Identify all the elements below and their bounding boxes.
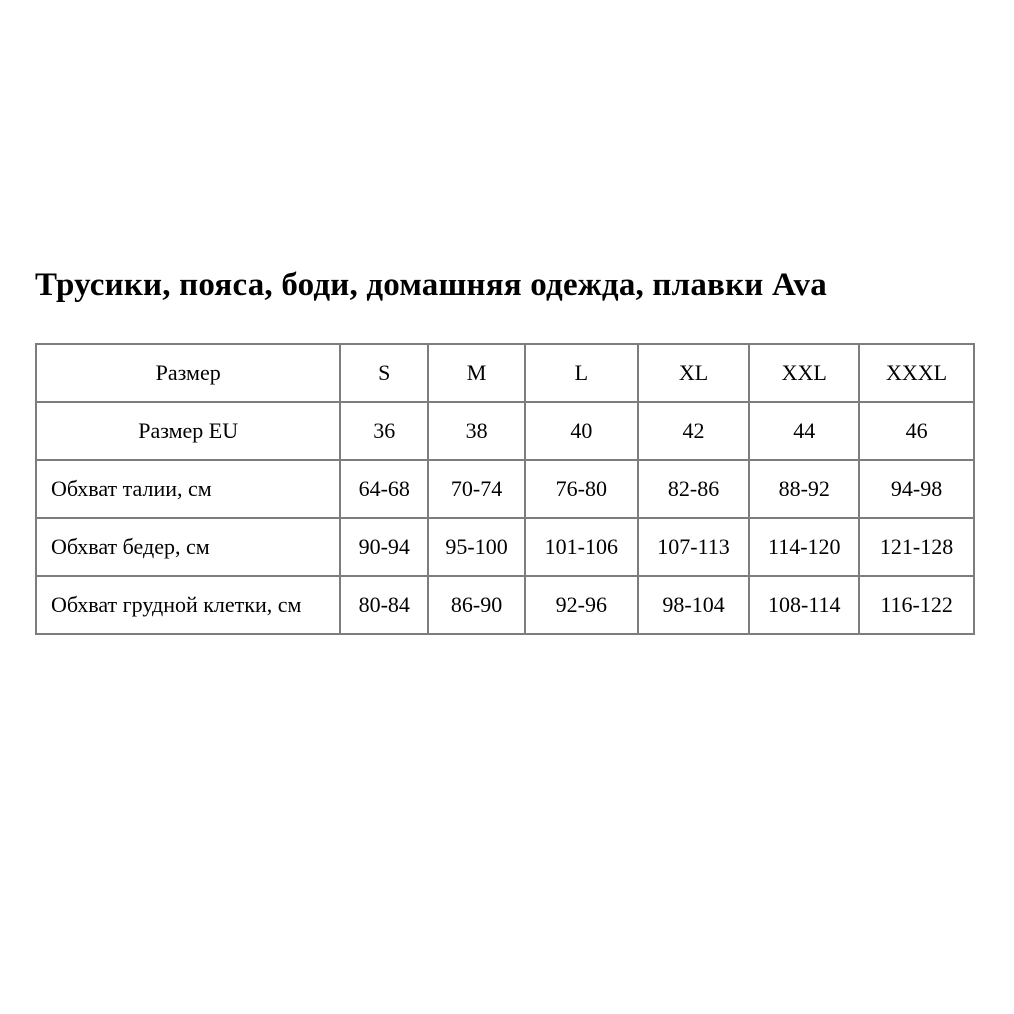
- row-label-cell: Обхват талии, см: [34, 459, 342, 519]
- table-row-waist: Обхват талии, см 64-68 70-74 76-80 82-86…: [34, 459, 975, 519]
- size-header-cell-m: M: [427, 343, 526, 403]
- row-label-cell: Обхват грудной клетки, см: [34, 575, 342, 635]
- page-title: Трусики, пояса, боди, домашняя одежда, п…: [35, 267, 827, 303]
- size-header-cell-l: L: [523, 343, 639, 403]
- header-label-cell: Размер: [34, 343, 342, 403]
- table-cell: 38: [427, 401, 526, 461]
- table-cell: 98-104: [636, 575, 751, 635]
- table-cell: 94-98: [858, 459, 975, 519]
- table-cell: 80-84: [339, 575, 430, 635]
- table-cell: 108-114: [748, 575, 861, 635]
- table-header-row: Размер S M L XL XXL XXXL: [34, 343, 975, 403]
- row-label-cell: Обхват бедер, см: [34, 517, 342, 577]
- table-cell: 121-128: [858, 517, 975, 577]
- table-cell: 42: [636, 401, 751, 461]
- size-header-cell-xxxl: XXXL: [858, 343, 975, 403]
- table-cell: 107-113: [636, 517, 751, 577]
- table-row-hips: Обхват бедер, см 90-94 95-100 101-106 10…: [34, 517, 975, 577]
- table-cell: 82-86: [636, 459, 751, 519]
- table-cell: 46: [858, 401, 975, 461]
- size-header-cell-xl: XL: [636, 343, 751, 403]
- table-cell: 88-92: [748, 459, 861, 519]
- table-cell: 86-90: [427, 575, 526, 635]
- table-cell: 101-106: [523, 517, 639, 577]
- table-cell: 114-120: [748, 517, 861, 577]
- table-cell: 92-96: [523, 575, 639, 635]
- size-header-cell-xxl: XXL: [748, 343, 861, 403]
- size-chart-table: Размер S M L XL XXL XXXL Размер EU 36 38…: [34, 343, 975, 635]
- row-label-cell: Размер EU: [34, 401, 342, 461]
- table-cell: 76-80: [523, 459, 639, 519]
- size-header-cell-s: S: [339, 343, 430, 403]
- table-cell: 90-94: [339, 517, 430, 577]
- table-row-eu-size: Размер EU 36 38 40 42 44 46: [34, 401, 975, 461]
- table-cell: 95-100: [427, 517, 526, 577]
- table-cell: 40: [523, 401, 639, 461]
- table-cell: 36: [339, 401, 430, 461]
- table-cell: 116-122: [858, 575, 975, 635]
- table-cell: 44: [748, 401, 861, 461]
- table-row-chest: Обхват грудной клетки, см 80-84 86-90 92…: [34, 575, 975, 635]
- table-cell: 64-68: [339, 459, 430, 519]
- table-cell: 70-74: [427, 459, 526, 519]
